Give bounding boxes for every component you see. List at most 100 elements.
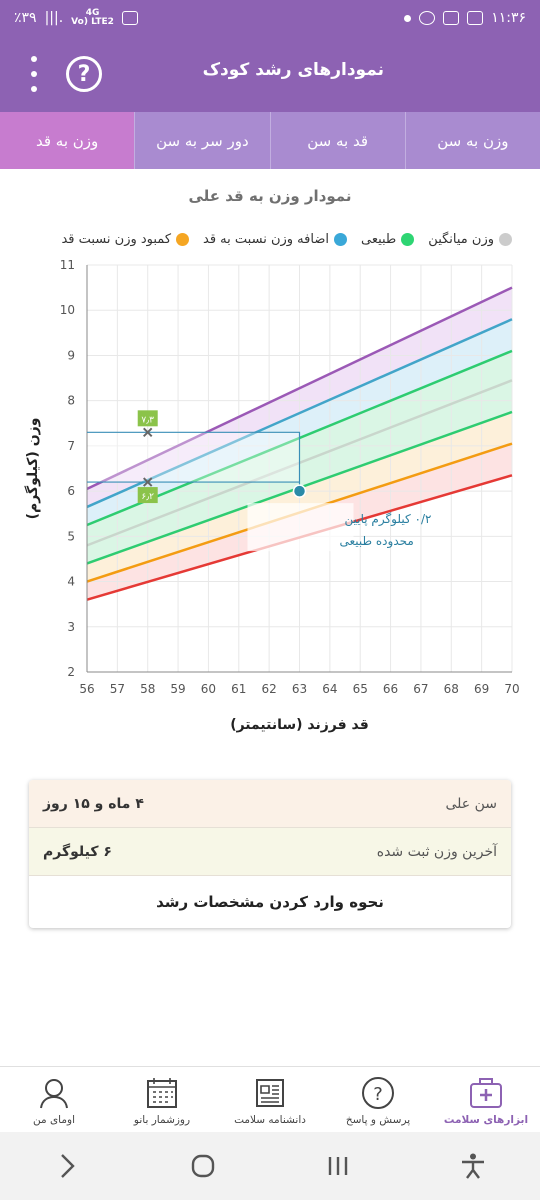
- legend-label: وزن میانگین: [428, 232, 494, 247]
- x-tick-label: 60: [201, 682, 216, 696]
- hexagon-icon: [443, 11, 460, 25]
- x-tick-label: 63: [292, 682, 307, 696]
- system-nav-bar: [0, 1132, 540, 1200]
- legend-item: کمبود وزن نسبت قد: [61, 232, 190, 247]
- legend-label: اضافه وزن نسبت به قد: [203, 232, 329, 247]
- tab-height-for-age[interactable]: قد به سن: [271, 112, 406, 169]
- recycle-icon: [121, 11, 138, 25]
- nav-label: اومای من: [33, 1114, 75, 1126]
- status-left: ٪۳۹ |||. 4G Vo) LTE2: [14, 9, 138, 27]
- age-label: سن علی: [445, 795, 498, 812]
- reference-badge: [137, 410, 158, 427]
- chart-title: نمودار وزن به قد علی: [188, 187, 352, 205]
- weight-row: ۶ کیلوگرم آخرین وزن ثبت شده: [29, 828, 511, 876]
- legend-item: طبیعی: [360, 232, 415, 247]
- legend-label: طبیعی: [360, 232, 397, 247]
- y-tick-label: 9: [67, 348, 75, 362]
- y-tick-label: 7: [67, 439, 75, 453]
- nav-qa[interactable]: ? پرسش و پاسخ: [333, 1075, 423, 1126]
- reference-badge-label: ۷٫۳: [141, 415, 154, 425]
- bottom-nav: ابزارهای سلامت ? پرسش و پاسخ دانشنامه سل…: [0, 1066, 540, 1132]
- network-top: 4G: [85, 8, 100, 18]
- nav-label: روزشمار بانو: [133, 1114, 191, 1126]
- nav-label: ابزارهای سلامت: [443, 1114, 529, 1126]
- battery-text: ٪۳۹: [14, 10, 37, 26]
- annotation-bg: [247, 503, 354, 552]
- tab-weight-for-height[interactable]: وزن به قد: [0, 112, 136, 169]
- y-tick-label: 2: [67, 665, 75, 679]
- medkit-icon: [470, 1078, 502, 1108]
- annotation-line2: محدوده طبیعی: [340, 534, 414, 549]
- growth-chart: 56 57 58 59 60 61 62 63 64 65 66 67 68 69 702345678910…: [24, 258, 520, 733]
- chat-icon: [419, 11, 436, 25]
- age-value: ۴ ماه و ۱۵ روز: [43, 795, 144, 812]
- weight-label: آخرین وزن ثبت شده: [376, 843, 497, 860]
- x-tick-label: 57: [110, 682, 125, 696]
- x-tick-label: 58: [140, 682, 155, 696]
- x-tick-label: 67: [413, 682, 428, 696]
- help-button[interactable]: ?: [66, 56, 102, 92]
- reference-badge-label: ۶٫۲: [141, 492, 154, 502]
- dot-icon: [404, 14, 412, 22]
- reference-mark: [143, 427, 153, 438]
- tab-head-for-age[interactable]: دور سر به سن: [135, 112, 271, 169]
- question-icon: ?: [362, 1077, 394, 1109]
- legend-dot-average: [499, 233, 512, 246]
- tab-weight-for-age[interactable]: وزن به سن: [437, 131, 509, 150]
- home-circle-icon[interactable]: [173, 1146, 233, 1186]
- x-tick-label: 59: [170, 682, 185, 696]
- chart-legend: کمبود وزن نسبت قد اضافه وزن نسبت به قد ط…: [61, 232, 512, 247]
- nav-label: دانشنامه سلامت: [234, 1114, 306, 1126]
- legend-dot-overweight: [333, 233, 347, 246]
- nav-label: پرسش و پاسخ: [345, 1114, 411, 1126]
- signal-icon: |||.: [44, 10, 64, 26]
- back-chevron-icon[interactable]: [38, 1146, 98, 1186]
- child-point: [292, 484, 307, 498]
- x-tick-label: 70: [504, 682, 519, 696]
- x-tick-label: 61: [231, 682, 246, 696]
- x-tick-label: 62: [262, 682, 277, 696]
- profile-icon: [40, 1079, 68, 1109]
- y-tick-label: 6: [67, 484, 75, 498]
- y-axis-label: وزن (کیلوگرم): [24, 418, 41, 520]
- nav-encyclopedia[interactable]: دانشنامه سلامت: [225, 1075, 315, 1126]
- legend-dot-underweight: [176, 233, 190, 246]
- network-indicator: 4G Vo) LTE2: [71, 9, 114, 27]
- status-bar: ٪۳۹ |||. 4G Vo) LTE2 ۱۱:۳۶: [0, 0, 540, 36]
- help-link[interactable]: نحوه وارد کردن مشخصات رشد: [156, 893, 384, 911]
- accessibility-icon[interactable]: [443, 1146, 503, 1186]
- nav-calendar[interactable]: روزشمار بانو: [117, 1075, 207, 1126]
- calendar-icon: [147, 1078, 177, 1108]
- newspaper-icon: [256, 1079, 284, 1107]
- legend-item: وزن میانگین: [428, 232, 512, 247]
- y-tick-label: 10: [60, 303, 75, 317]
- recent-apps-icon[interactable]: [308, 1146, 368, 1186]
- nav-health-tools[interactable]: ابزارهای سلامت: [441, 1075, 531, 1126]
- series-line-6: [86, 286, 513, 490]
- y-tick-label: 11: [60, 258, 75, 272]
- gallery-icon: [467, 11, 484, 25]
- legend-dot-normal: [401, 233, 415, 246]
- reference-mark: [143, 477, 153, 487]
- chart-tabs: وزن به قد دور سر به سن قد به سن وزن به س…: [0, 112, 540, 169]
- y-tick-label: 8: [67, 394, 75, 408]
- x-tick-label: 69: [474, 682, 489, 696]
- clock-text: ۱۱:۳۶: [491, 10, 526, 26]
- annotation-line1: ۰/۲ کیلوگرم پایین: [345, 512, 432, 527]
- x-tick-label: 56: [79, 682, 94, 696]
- overflow-menu-icon[interactable]: [24, 56, 44, 92]
- x-tick-label: 64: [322, 682, 337, 696]
- y-tick-label: 5: [67, 529, 75, 543]
- page-title: نمودارهای رشد کودک: [202, 60, 384, 80]
- weight-value: ۶ کیلوگرم: [43, 843, 112, 860]
- x-tick-label: 65: [353, 682, 368, 696]
- x-axis-label: قد فرزند (سانتیمتر): [230, 717, 369, 733]
- nav-profile[interactable]: اومای من: [9, 1075, 99, 1126]
- y-tick-label: 3: [67, 620, 75, 634]
- info-card: ۴ ماه و ۱۵ روز سن علی ۶ کیلوگرم آخرین وز…: [29, 780, 511, 928]
- y-tick-label: 4: [67, 575, 75, 589]
- legend-item: اضافه وزن نسبت به قد: [203, 232, 347, 247]
- upper-guide-line: [87, 431, 301, 492]
- status-right: ۱۱:۳۶: [404, 10, 526, 26]
- age-row: ۴ ماه و ۱۵ روز سن علی: [29, 780, 511, 828]
